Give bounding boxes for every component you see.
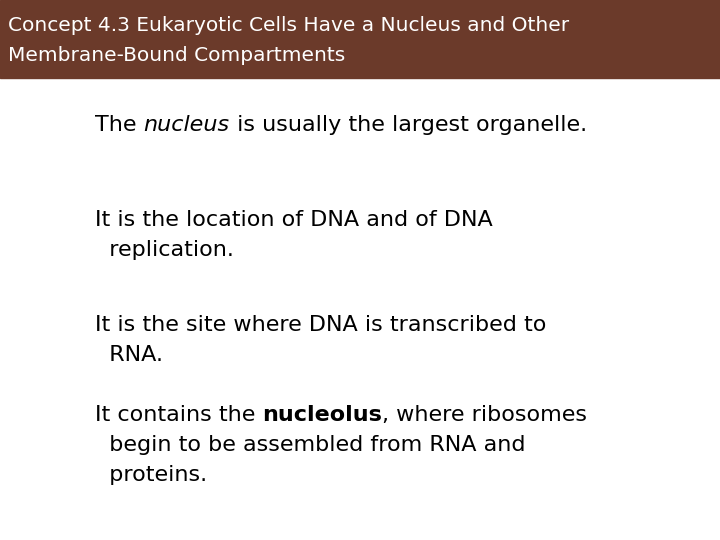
Text: , where ribosomes: , where ribosomes <box>382 405 588 425</box>
Text: replication.: replication. <box>95 240 234 260</box>
Text: proteins.: proteins. <box>95 465 207 485</box>
Text: RNA.: RNA. <box>95 345 163 365</box>
Text: Concept 4.3 Eukaryotic Cells Have a Nucleus and Other: Concept 4.3 Eukaryotic Cells Have a Nucl… <box>8 16 569 35</box>
Text: The: The <box>95 115 143 135</box>
Text: nucleus: nucleus <box>143 115 230 135</box>
Text: It is the site where DNA is transcribed to: It is the site where DNA is transcribed … <box>95 315 546 335</box>
Bar <box>0 0 720 78</box>
Text: Membrane-Bound Compartments: Membrane-Bound Compartments <box>8 46 346 65</box>
Text: It contains the: It contains the <box>95 405 263 425</box>
Text: It is the location of DNA and of DNA: It is the location of DNA and of DNA <box>95 210 492 230</box>
Text: nucleolus: nucleolus <box>263 405 382 425</box>
Text: begin to be assembled from RNA and: begin to be assembled from RNA and <box>95 435 526 455</box>
Text: is usually the largest organelle.: is usually the largest organelle. <box>230 115 587 135</box>
